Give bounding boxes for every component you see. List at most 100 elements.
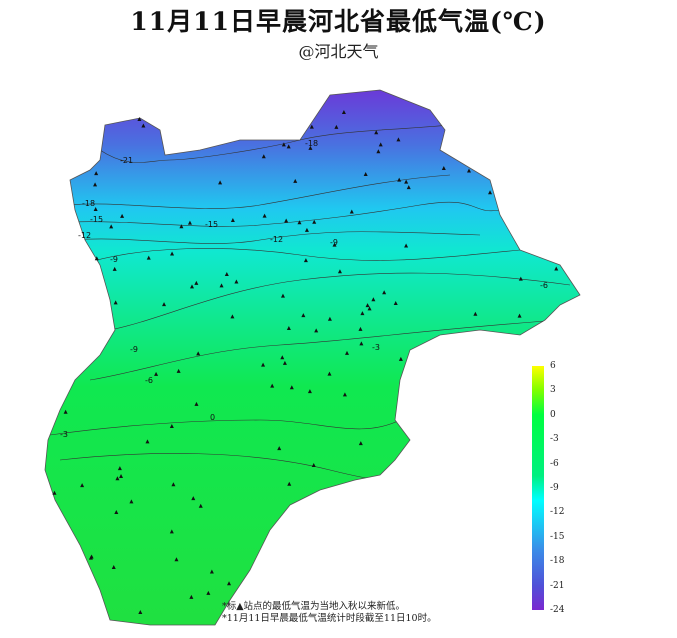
station-triangle-icon (393, 301, 398, 306)
station-triangle-icon (280, 293, 285, 298)
station-triangle-icon (404, 243, 409, 248)
station-triangle-icon (209, 569, 214, 574)
station-triangle-icon (374, 130, 379, 135)
station-triangle-icon (194, 401, 199, 406)
station-triangle-icon (190, 284, 195, 289)
station-triangle-icon (360, 311, 365, 316)
station-triangle-icon (63, 409, 68, 414)
station-triangle-icon (169, 424, 174, 429)
station-triangle-icon (224, 272, 229, 277)
station-triangle-icon (349, 209, 354, 214)
station-triangle-icon (517, 313, 522, 318)
station-triangle-icon (334, 124, 339, 129)
station-triangle-icon (488, 190, 493, 195)
station-triangle-icon (171, 482, 176, 487)
station-triangle-icon (382, 290, 387, 295)
station-triangle-icon (307, 389, 312, 394)
station-triangle-icon (342, 392, 347, 397)
isotherm-line (69, 231, 481, 244)
station-triangle-icon (219, 283, 224, 288)
station-triangle-icon (277, 446, 282, 451)
isotherm-line (69, 201, 501, 227)
legend-tick-label: -24 (550, 605, 565, 615)
station-triangle-icon (301, 313, 306, 318)
station-triangle-icon (191, 496, 196, 501)
station-triangle-icon (371, 297, 376, 302)
contour-label: -15 (205, 220, 218, 229)
station-triangle-icon (196, 351, 201, 356)
legend-tick-label: 6 (550, 361, 556, 371)
isotherm-line (109, 272, 571, 331)
station-triangle-icon (234, 279, 239, 284)
station-triangle-icon (308, 145, 313, 150)
station-triangle-icon (327, 371, 332, 376)
contour-label: -18 (305, 139, 318, 148)
station-triangle-icon (88, 555, 93, 560)
station-triangle-icon (93, 206, 98, 211)
station-triangle-icon (112, 266, 117, 271)
isotherm-line (49, 419, 401, 436)
contour-label: -21 (120, 156, 133, 165)
contour-label: 0 (210, 413, 215, 422)
contour-label: -9 (130, 345, 138, 354)
station-triangle-icon (187, 220, 192, 225)
station-triangle-icon (286, 144, 291, 149)
contour-label: -15 (90, 215, 103, 224)
legend-tick-label: 3 (550, 385, 556, 396)
station-triangle-icon (441, 166, 446, 171)
legend-tick-label: -21 (550, 580, 565, 591)
station-triangle-icon (281, 142, 286, 147)
station-triangle-icon (287, 481, 292, 486)
station-triangle-icon (397, 177, 402, 182)
contour-label: -18 (82, 199, 95, 208)
station-triangle-icon (518, 276, 523, 281)
station-triangle-icon (337, 269, 342, 274)
station-triangle-icon (145, 439, 150, 444)
station-triangle-icon (304, 227, 309, 232)
legend-tick-label: 0 (550, 409, 556, 420)
station-triangle-icon (114, 509, 119, 514)
station-triangle-icon (174, 557, 179, 562)
station-triangle-icon (194, 280, 199, 285)
station-triangle-icon (289, 385, 294, 390)
color-legend-bar (532, 366, 544, 610)
station-triangle-icon (466, 168, 471, 173)
station-triangle-icon (169, 529, 174, 534)
station-triangle-icon (170, 251, 175, 256)
station-triangle-icon (312, 219, 317, 224)
station-triangle-icon (109, 224, 114, 229)
station-triangle-icon (311, 462, 316, 467)
station-triangle-icon (473, 311, 478, 316)
station-triangle-icon (359, 341, 364, 346)
isotherm-line (99, 124, 451, 163)
station-triangle-icon (137, 116, 142, 121)
station-triangle-icon (198, 503, 203, 508)
station-triangle-icon (206, 590, 211, 595)
station-triangle-icon (270, 383, 275, 388)
legend-tick-label: -18 (550, 556, 565, 567)
legend-tick-label: -15 (550, 531, 565, 542)
station-triangle-icon (261, 362, 266, 367)
legend-tick-label: -6 (550, 458, 559, 469)
station-triangle-icon (378, 142, 383, 147)
station-triangle-icon (176, 368, 181, 373)
station-triangle-icon (297, 220, 302, 225)
station-triangle-icon (154, 371, 159, 376)
station-triangle-icon (365, 303, 370, 308)
station-triangle-icon (162, 302, 167, 307)
station-triangle-icon (358, 441, 363, 446)
station-triangle-icon (367, 306, 372, 311)
footnotes: *标▲站点的最低气温为当地入秋以来新低。 *11月11日早晨最低气温统计时段截至… (222, 601, 437, 625)
station-triangle-icon (230, 218, 235, 223)
station-triangle-icon (227, 581, 232, 586)
station-triangle-icon (146, 255, 151, 260)
station-triangle-icon (94, 256, 99, 261)
station-triangle-icon (179, 224, 184, 229)
isotherm-line (69, 174, 451, 209)
station-triangle-icon (119, 473, 124, 478)
station-triangle-icon (358, 326, 363, 331)
station-triangle-icon (327, 316, 332, 321)
station-triangle-icon (284, 218, 289, 223)
contour-label: -6 (145, 376, 153, 385)
